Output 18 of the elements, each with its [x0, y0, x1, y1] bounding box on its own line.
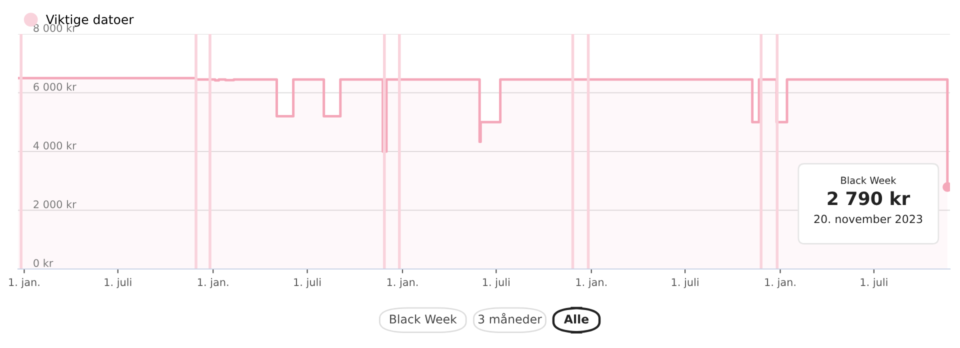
x-tick-label: 1. juli	[860, 278, 888, 288]
text: Black Week	[390, 314, 457, 324]
y-tick-label: 0 kr	[34, 258, 54, 267]
x-tick-label: 1. jan.	[9, 278, 40, 288]
x-tick-label: 1. jan.	[765, 278, 796, 288]
x-tick-label: 1. jan.	[198, 278, 228, 288]
annotation: Black Week 2 790 kr 20. november 2023	[814, 176, 922, 224]
x-tick-label: 1. juli	[294, 278, 321, 288]
y-tick-label: 4 000 kr	[33, 141, 76, 150]
x-tick-label: 1. juli	[104, 278, 132, 288]
x-tick-label: 1. jan.	[387, 278, 418, 288]
text: Alle	[564, 314, 589, 324]
y-tick-label: 2 000 kr	[34, 200, 76, 208]
x-tick-label: 1. juli	[672, 278, 698, 288]
text: 3 måneder	[478, 313, 542, 324]
x-tick-label: 1. jan.	[576, 278, 606, 288]
x-tick-label: 1. juli	[483, 278, 510, 288]
y-tick-label: 6 000 kr	[34, 82, 76, 91]
